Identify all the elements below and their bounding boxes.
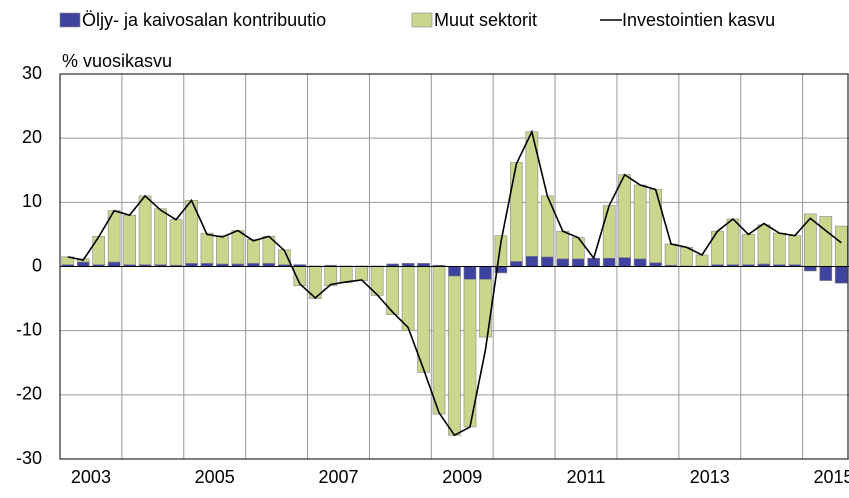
bar <box>618 174 632 258</box>
legend-label: Investointien kasvu <box>622 10 775 30</box>
bar <box>556 230 570 260</box>
y-axis-label: % vuosikasvu <box>62 51 172 71</box>
bar <box>664 243 678 266</box>
bar <box>803 266 817 272</box>
bar <box>834 225 848 267</box>
bar <box>695 254 709 267</box>
bar <box>169 219 183 266</box>
legend-swatch <box>411 12 433 28</box>
bar <box>711 230 724 265</box>
bar <box>216 235 229 265</box>
bar <box>618 257 632 267</box>
bar <box>602 205 616 259</box>
bar <box>525 255 539 267</box>
bar <box>726 218 740 265</box>
y-tick-label: 0 <box>32 255 42 275</box>
bar <box>819 266 833 281</box>
x-tick-label: 2011 <box>567 467 606 487</box>
bar <box>432 266 446 415</box>
x-tick-label: 2003 <box>71 467 111 487</box>
bar <box>649 262 662 267</box>
x-tick-label: 2009 <box>442 467 482 487</box>
y-tick-label: 10 <box>22 191 42 211</box>
bar <box>479 279 492 338</box>
y-tick-label: -10 <box>16 319 42 339</box>
bar <box>479 266 492 280</box>
legend-swatch <box>59 12 81 28</box>
bar <box>602 257 616 267</box>
bar <box>107 261 121 267</box>
bar <box>463 266 477 280</box>
bar <box>649 189 662 263</box>
bar <box>92 236 106 265</box>
x-tick-label: 2007 <box>318 467 358 487</box>
y-tick-label: 20 <box>22 127 42 147</box>
bar <box>540 256 554 267</box>
line <box>67 129 842 437</box>
bar <box>339 266 353 283</box>
bar <box>123 214 136 265</box>
bar <box>76 261 90 267</box>
legend-label: Öljy- ja kaivosalan kontribuutio <box>82 10 326 30</box>
x-tick-label: 2013 <box>690 467 730 487</box>
bar <box>773 232 786 265</box>
bar <box>138 195 152 265</box>
bar <box>571 258 585 267</box>
bar <box>788 235 802 265</box>
bar <box>819 216 833 267</box>
x-tick-label: 2005 <box>195 467 235 487</box>
bar <box>742 234 755 265</box>
bar <box>154 208 167 265</box>
bar <box>247 239 260 264</box>
bar <box>401 266 415 331</box>
bar <box>757 224 771 265</box>
x-tick-label: 2015 <box>814 467 849 487</box>
bar <box>510 261 523 267</box>
y-tick-label: 30 <box>22 63 42 83</box>
bar <box>324 266 338 287</box>
bar <box>448 275 461 436</box>
bar <box>231 230 245 265</box>
bar <box>633 184 647 260</box>
bar <box>556 258 570 267</box>
bar <box>834 266 848 284</box>
bar <box>571 237 585 260</box>
bar <box>510 162 523 262</box>
bar <box>448 266 461 277</box>
bar <box>200 232 214 264</box>
bar <box>633 258 647 267</box>
plot-frame <box>59 73 849 460</box>
legend-label: Muut sektorit <box>434 10 537 30</box>
y-tick-label: -20 <box>16 384 42 404</box>
bar <box>355 266 369 281</box>
y-tick-label: -30 <box>16 448 42 468</box>
